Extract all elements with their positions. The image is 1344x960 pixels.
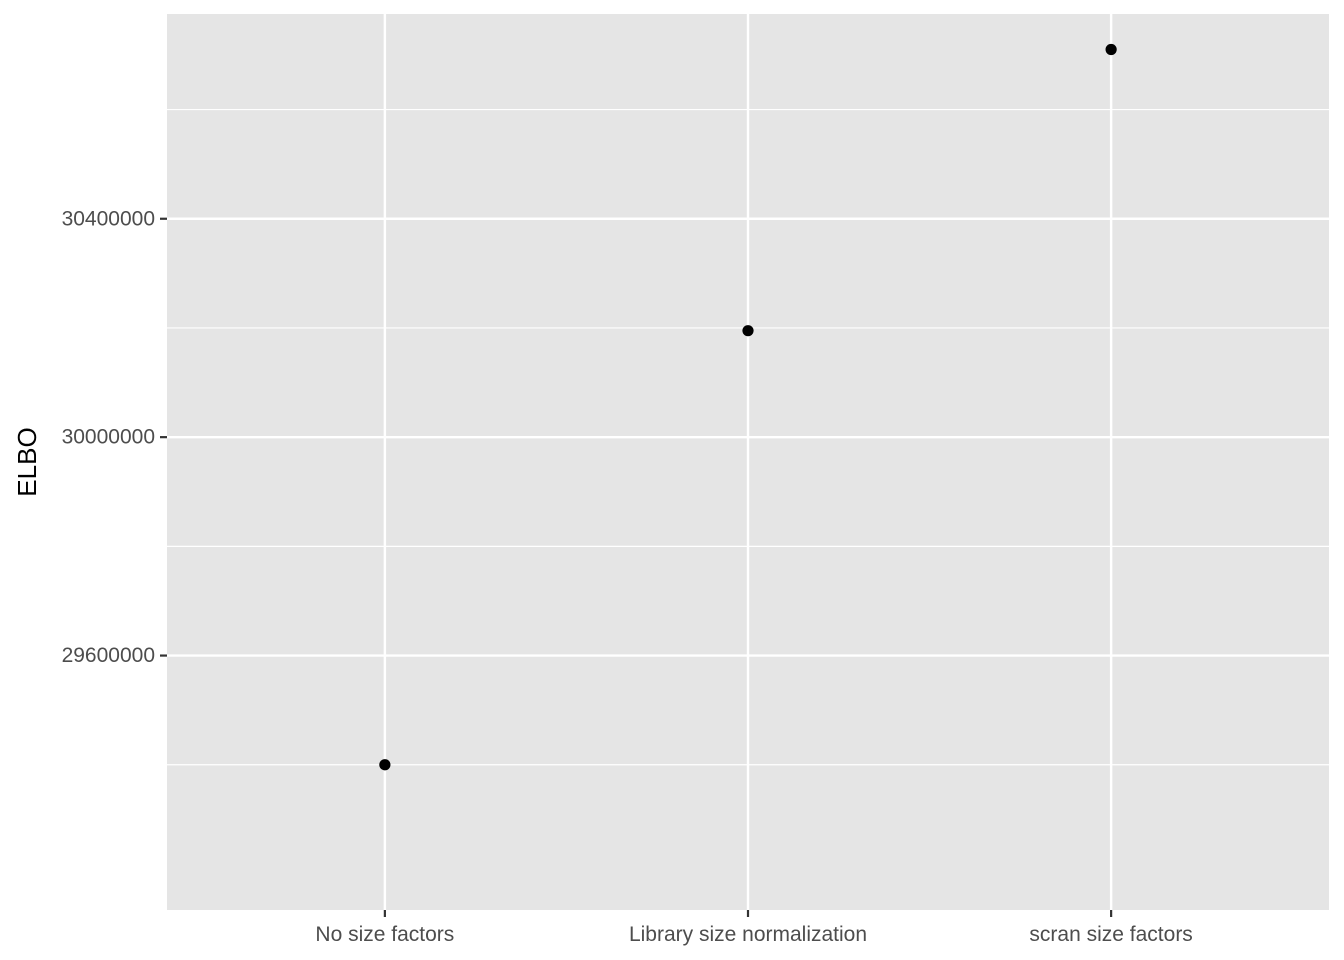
x-tick-label: scran size factors	[1029, 923, 1192, 946]
y-tick-label: 30400000	[62, 207, 155, 230]
major-gridlines	[167, 14, 1329, 910]
x-tick-label: Library size normalization	[629, 923, 867, 946]
x-tick-label: No size factors	[315, 923, 454, 946]
data-point	[379, 759, 391, 771]
y-tick-label: 30000000	[62, 426, 155, 449]
data-point	[742, 325, 754, 337]
data-point	[1105, 43, 1117, 56]
data-points	[379, 43, 1117, 771]
x-axis: No size factors Library size normalizatio…	[315, 910, 1193, 946]
y-axis-title: ELBO	[12, 427, 42, 496]
y-axis: 29600000 30000000 30400000	[62, 207, 167, 667]
y-tick-label: 29600000	[62, 644, 155, 667]
